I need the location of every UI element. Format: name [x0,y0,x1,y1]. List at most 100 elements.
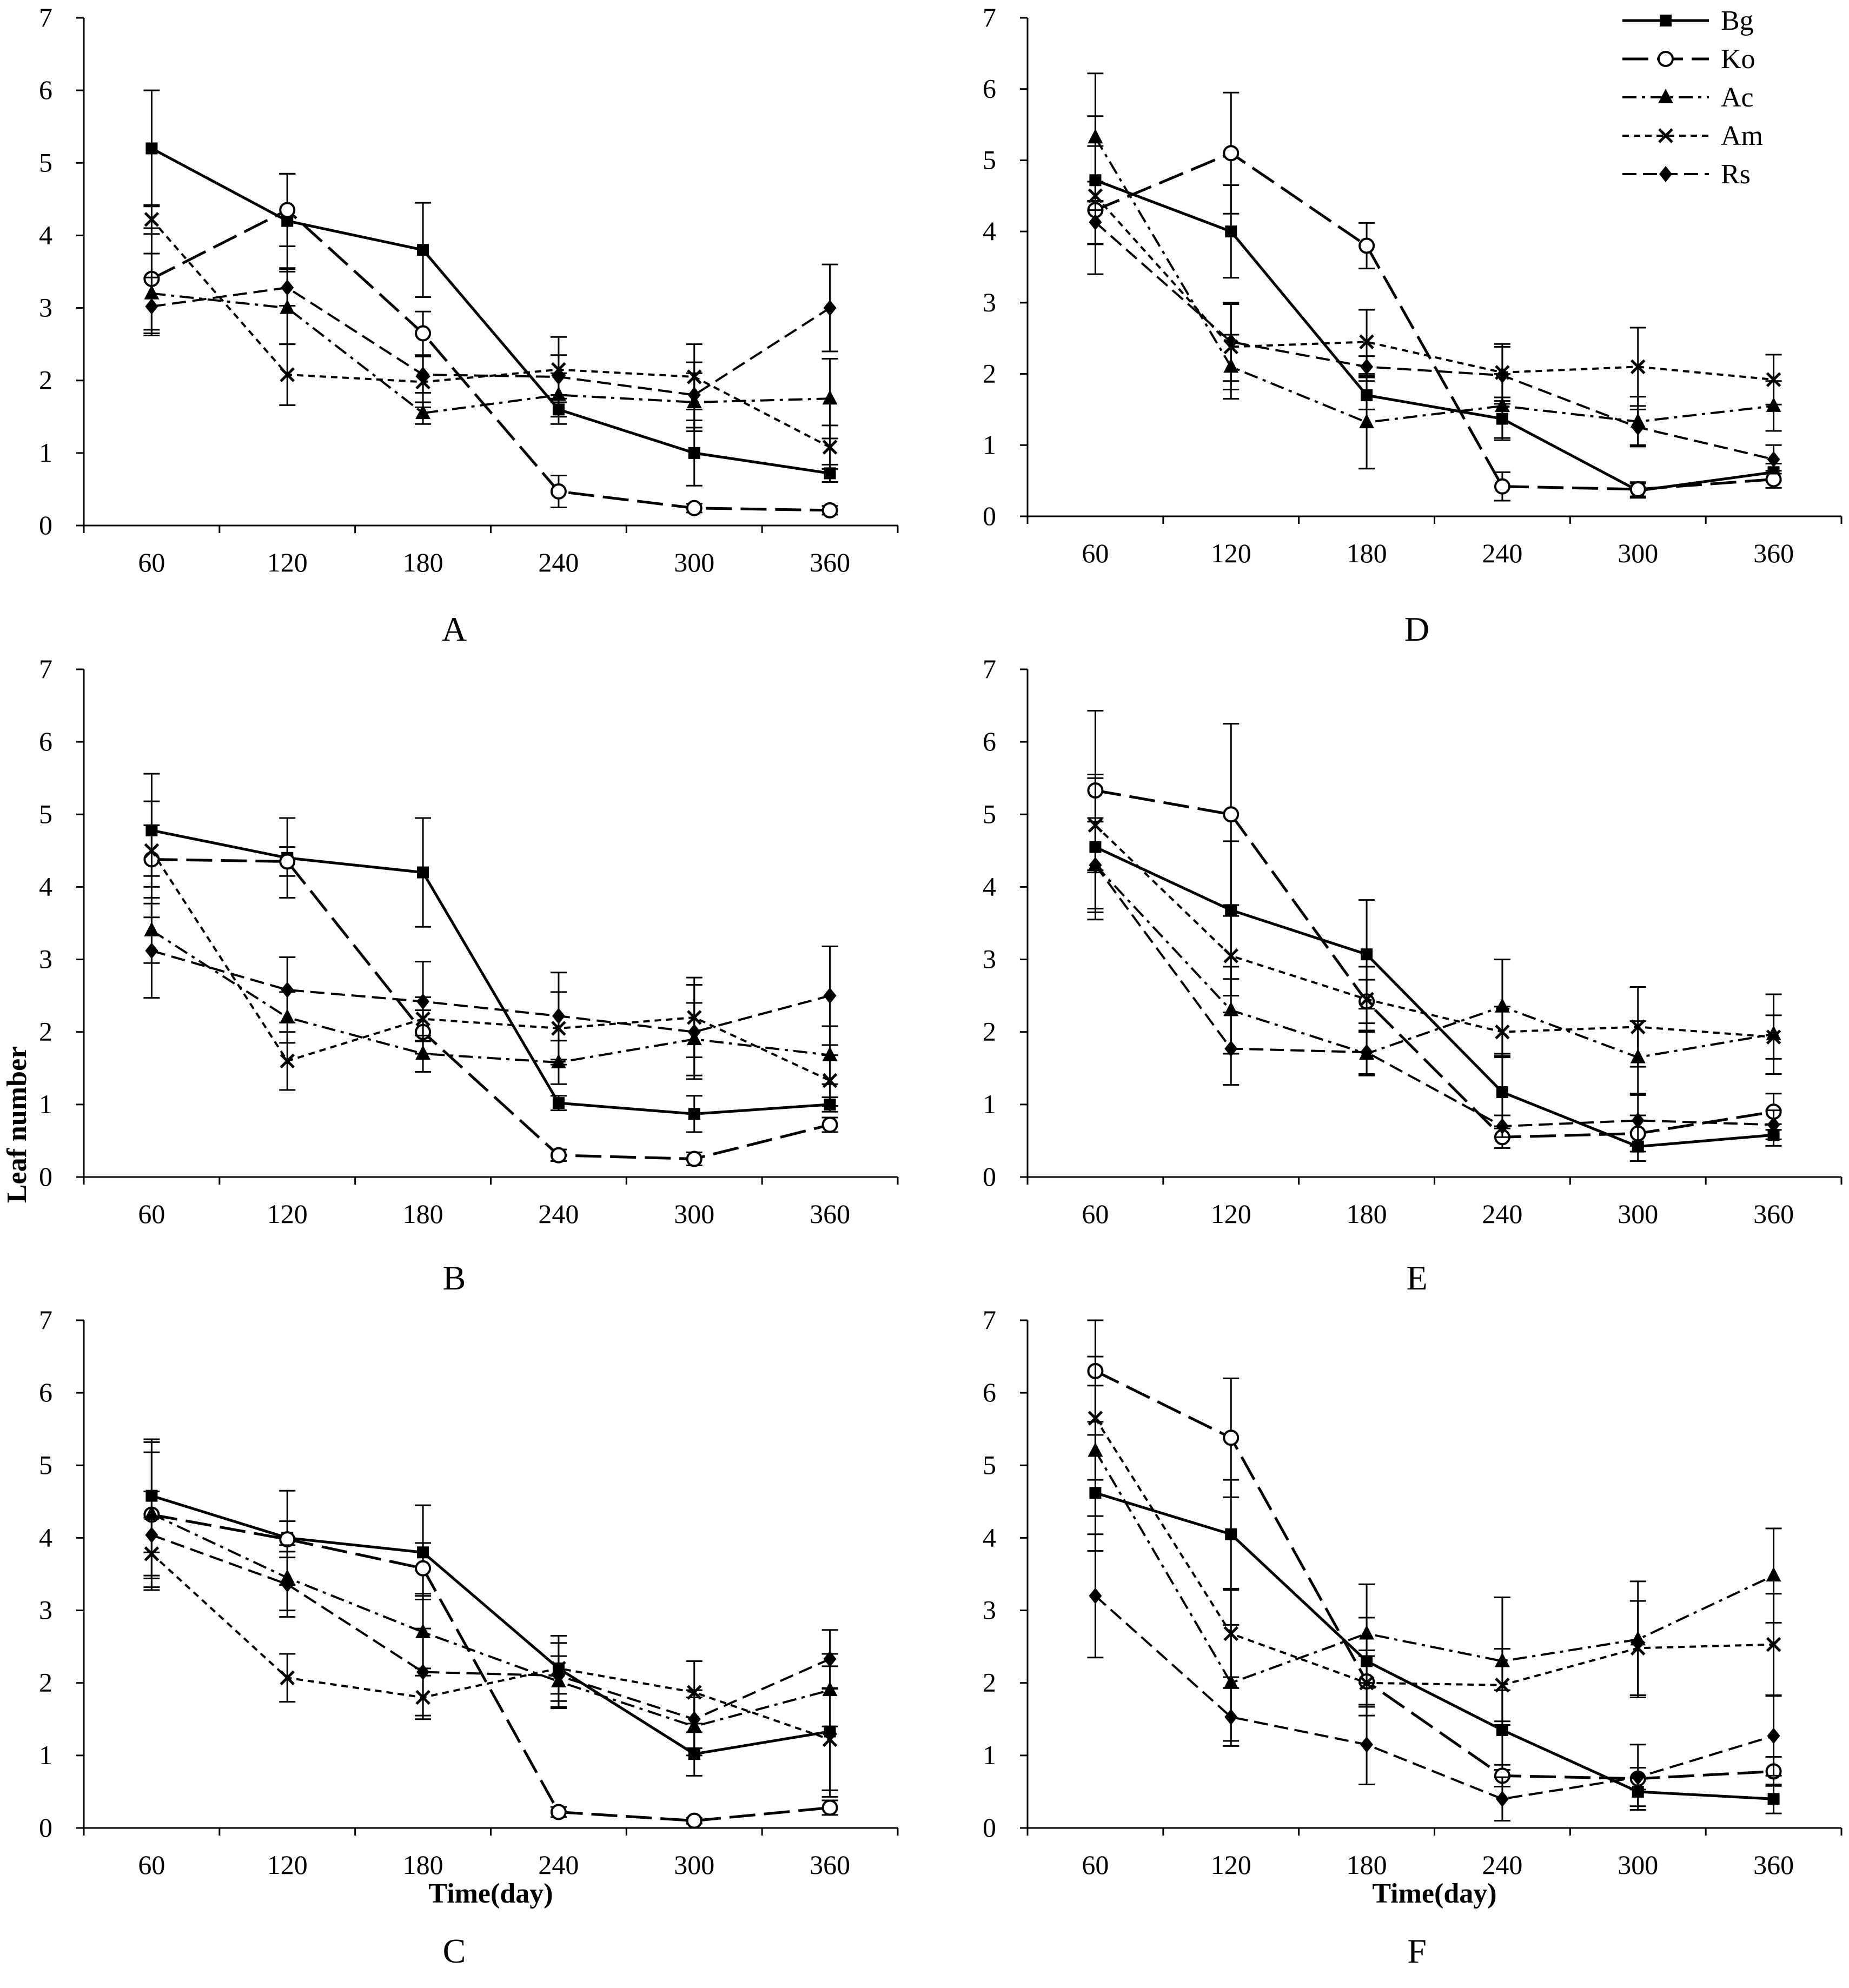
legend-item-ko: Ko [1622,44,1755,75]
series-line [1094,195,1774,381]
chart-panel-b: 0 1 2 3 4 5 6 7 60 120 180 240 300 360 B [39,654,899,1297]
data-point [822,390,838,405]
data-point [1359,414,1375,429]
data-point [144,212,160,227]
series-line [1094,1450,1774,1684]
y-tick-label: 2 [983,1667,996,1698]
data-point [1630,1019,1646,1035]
y-tick-label: 5 [983,144,996,175]
legend-label: Am [1721,121,1763,151]
data-point [1360,1044,1374,1061]
chart-panel-a: 0 1 2 3 4 5 6 7 60 120 180 240 300 360 A [39,2,899,648]
x-tick-label: 60 [138,1199,165,1229]
data-point [1358,237,1375,254]
x-tick-label: 240 [538,547,579,577]
y-tick-label: 3 [39,292,52,323]
x-tick-label: 180 [1347,538,1387,568]
y-tick-label: 7 [983,1305,996,1335]
y-tick-label: 1 [983,429,996,460]
data-point [144,843,160,859]
data-point [1089,214,1102,231]
series-line [1095,221,1774,461]
x-tick-label: 360 [1753,1850,1794,1880]
data-point [550,1147,567,1163]
data-point [1360,358,1374,375]
series-line [151,1513,830,1823]
open-circle-marker [1658,51,1674,67]
series-line [150,218,831,448]
y-tick-label: 7 [983,2,996,32]
panel-label-a: A [442,610,467,648]
data-point [822,1073,838,1088]
x-tick-label: 180 [403,547,443,577]
data-point [1630,1640,1646,1656]
x-tick-label: 120 [267,1199,308,1229]
panel-label-e: E [1406,1259,1427,1297]
y-tick-label: 0 [39,1161,52,1192]
y-tick-label: 5 [39,1450,52,1480]
data-point [1631,419,1645,436]
series-bg [143,773,838,1133]
x-tick-label: 360 [810,1199,850,1229]
data-point [1224,334,1238,350]
y-tick-label: 6 [39,1377,52,1407]
y-tick-label: 1 [39,437,52,468]
x-axis-label: Time(day) [1372,1878,1496,1909]
x-tick-label: 240 [538,1850,579,1880]
y-tick-label: 3 [983,944,996,974]
data-point [145,1527,158,1544]
series-line [151,1553,831,1741]
x-tick-label: 240 [538,1199,579,1229]
data-point [1359,1625,1375,1640]
y-tick-label: 3 [983,1595,996,1625]
y-tick-label: 6 [39,75,52,105]
data-point [415,1045,431,1060]
data-point [1496,1086,1508,1099]
y-tick-label: 5 [39,799,52,829]
data-point [1631,1112,1645,1129]
data-point [416,993,430,1010]
series-am [1087,1355,1782,1723]
legend-label: Ko [1721,44,1755,75]
x-tick-label: 300 [674,1199,714,1229]
y-tick-label: 3 [39,944,52,974]
y-tick-label: 4 [983,1522,996,1552]
data-point [279,853,296,870]
series-line [1095,1369,1774,1780]
y-tick-label: 2 [39,1016,52,1047]
chart-panel-f: 0 1 2 3 4 5 6 7 60 120 180 240 300 360 Time(day) F [983,1305,1843,1970]
data-point [1088,1411,1103,1426]
data-point [687,1711,701,1727]
triangle-marker [1658,89,1673,103]
data-point [1361,948,1373,961]
legend-label: Ac [1721,82,1754,113]
series-line [1094,864,1774,1128]
data-point [821,1116,838,1133]
x-tick-label: 240 [1482,1199,1522,1229]
series-ko [143,172,838,518]
data-point [281,280,294,296]
data-point [279,202,296,218]
data-point [280,367,295,382]
y-tick-label: 6 [983,726,996,756]
x-tick-label: 360 [810,1850,850,1880]
data-point [1766,372,1781,387]
data-point [823,300,837,316]
series-line [151,147,830,475]
data-point [1766,1637,1781,1652]
y-tick-label: 1 [983,1740,996,1770]
x-tick-label: 180 [403,1850,443,1880]
y-tick-label: 2 [39,1667,52,1698]
data-point [417,244,429,256]
x-tick-label: 180 [1347,1199,1387,1229]
data-point [1359,1675,1374,1691]
data-point [280,299,295,314]
data-point [417,866,429,879]
data-point [823,1651,837,1667]
data-point [1225,1528,1237,1540]
x-tick-label: 300 [1618,538,1658,568]
data-point [552,369,565,385]
x-axis-label: Time(day) [428,1878,553,1909]
series-line [1095,824,1774,1039]
y-tick-label: 4 [39,220,52,250]
